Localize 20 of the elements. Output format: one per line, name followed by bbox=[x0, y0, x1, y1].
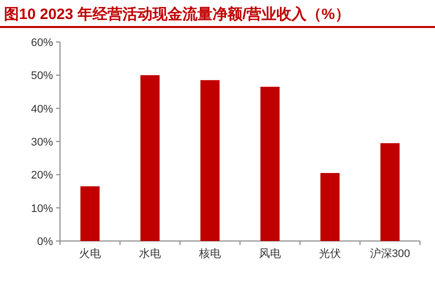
y-tick-label: 60% bbox=[30, 37, 54, 49]
bar bbox=[320, 173, 340, 241]
x-tick-label: 水电 bbox=[139, 247, 161, 260]
x-tick-label: 沪深300 bbox=[370, 247, 410, 260]
y-tick-label: 0% bbox=[37, 236, 54, 248]
y-tick-label: 20% bbox=[30, 170, 54, 182]
y-tick-label: 40% bbox=[30, 103, 54, 116]
y-tick-label: 30% bbox=[30, 136, 54, 148]
x-tick-label: 风电 bbox=[259, 247, 281, 260]
y-tick-label: 10% bbox=[30, 202, 54, 215]
y-tick-label: 50% bbox=[30, 70, 54, 82]
bar bbox=[80, 186, 100, 241]
bar bbox=[200, 80, 220, 241]
x-tick-label: 核电 bbox=[198, 247, 221, 260]
bar bbox=[260, 86, 280, 241]
chart-title: 图10 2023 年经营活动现金流量净额/营业收入（%） bbox=[4, 5, 350, 23]
x-tick-label: 火电 bbox=[79, 247, 101, 260]
bar bbox=[140, 75, 160, 241]
bar bbox=[380, 143, 400, 241]
x-tick-label: 光伏 bbox=[319, 247, 341, 260]
